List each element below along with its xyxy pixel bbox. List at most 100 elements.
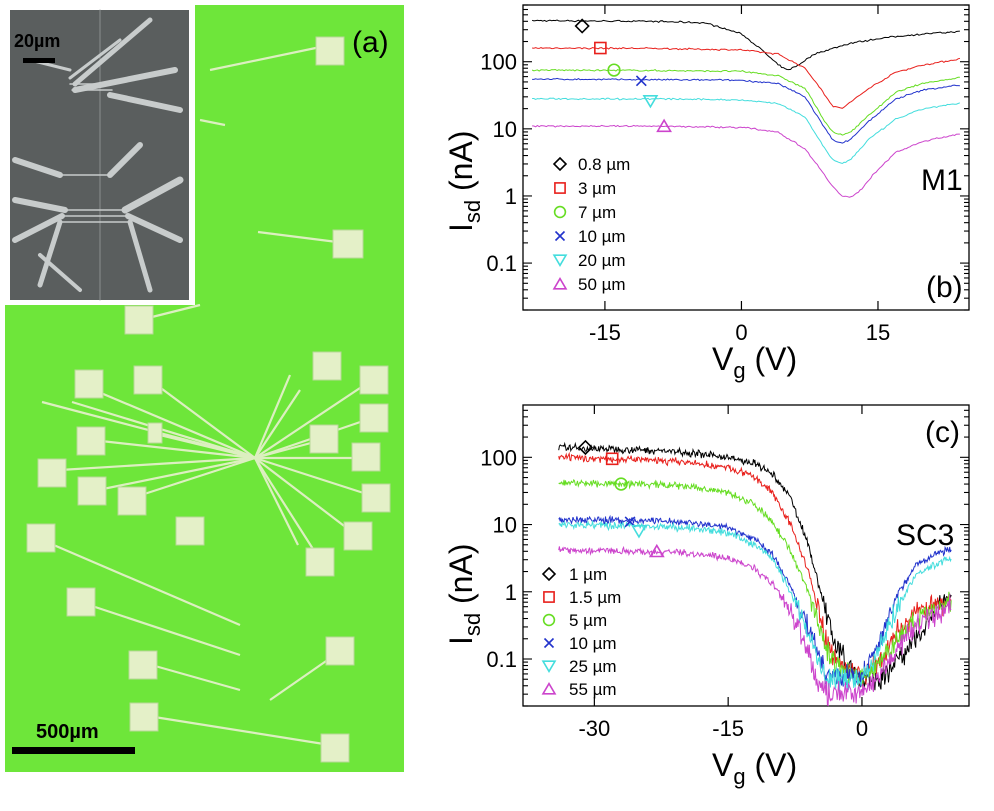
scale-bar xyxy=(12,747,135,754)
y-tick-label: 0.1 xyxy=(486,647,517,672)
x-tick-label: 0 xyxy=(735,320,747,345)
chart-c-ylabel-unit: (nA) xyxy=(443,544,479,613)
sem-electrodes xyxy=(12,9,184,301)
legend-marker xyxy=(552,254,568,267)
series-marker xyxy=(642,94,659,109)
y-tick-label: 100 xyxy=(480,50,517,75)
legend-label: 50 µm xyxy=(578,275,626,294)
chart-b-ticks: -15 0 15 0.1 1 10 100 xyxy=(480,4,969,345)
legend-marker xyxy=(554,230,566,242)
sem-scale-label: 20µm xyxy=(14,31,60,51)
x-tick-label: 0 xyxy=(856,716,868,741)
chart-c-panel-label: (c) xyxy=(925,416,960,449)
series-line xyxy=(532,46,961,109)
legend-label: 5 µm xyxy=(569,611,607,630)
bonding-pads xyxy=(26,36,391,763)
chart-b-ylabel: Isd (nA) xyxy=(443,131,485,232)
legend-label: 7 µm xyxy=(578,203,616,222)
legend-label: 3 µm xyxy=(578,179,616,198)
legend-label: 55 µm xyxy=(569,680,617,699)
chart-c-ticks: -30 -15 0 0.1 1 10 100 xyxy=(480,405,969,741)
chart-b-ylabel-main: I xyxy=(443,223,479,232)
chart-c-xlabel-sub: g xyxy=(733,764,745,789)
chart-b-xlabel-sub: g xyxy=(733,358,745,383)
series-marker xyxy=(574,18,590,34)
chart-b-ylabel-sub: sd xyxy=(460,200,485,223)
legend-label: 1 µm xyxy=(569,565,607,584)
chart-c-xlabel-unit: (V) xyxy=(746,747,798,783)
series-line xyxy=(531,68,960,136)
series-marker xyxy=(635,75,647,87)
chart-b-legend: 0.8 µm 3 µm 7 µm 10 µm 20 µm 50 µm xyxy=(552,155,630,294)
legend-marker xyxy=(552,277,568,290)
sem-scale-bar xyxy=(23,58,55,63)
series-marker xyxy=(631,525,647,539)
chart-b-xlabel: Vg (V) xyxy=(712,341,797,383)
chart-b-xlabel-main: V xyxy=(712,341,734,377)
chart-b-curves xyxy=(531,19,961,198)
legend-label: 10 µm xyxy=(578,227,626,246)
chart-c-markers xyxy=(577,439,665,558)
series-marker xyxy=(656,118,672,133)
series-line xyxy=(558,441,952,691)
legend-label: 10 µm xyxy=(569,634,617,653)
chart-c-annotation: SC3 xyxy=(896,519,954,552)
series-line xyxy=(558,514,952,688)
series-marker xyxy=(614,477,628,491)
x-tick-label: 15 xyxy=(866,320,890,345)
legend-label: 20 µm xyxy=(578,251,626,270)
legend-marker xyxy=(541,682,557,695)
legend-label: 25 µm xyxy=(569,657,617,676)
chart-b-annotation: M1 xyxy=(921,164,963,197)
legend-marker xyxy=(541,660,557,673)
series-marker xyxy=(577,439,594,456)
series-line xyxy=(558,520,952,691)
legend-marker xyxy=(543,591,555,603)
series-marker xyxy=(594,41,607,55)
sem-inset: 20µm xyxy=(5,5,195,305)
chart-b: -15 0 15 0.1 1 10 100 0.8 µm 3 µm 7 µm 10 µm 20 µm… xyxy=(443,4,970,383)
chart-c-xlabel-main: V xyxy=(712,747,734,783)
legend-marker xyxy=(552,156,568,172)
legend-marker xyxy=(543,637,555,649)
x-tick-label: -15 xyxy=(589,320,621,345)
y-tick-label: 1 xyxy=(505,184,517,209)
series-line xyxy=(558,478,952,686)
chart-c-ylabel-sub: sd xyxy=(460,613,485,636)
series-marker xyxy=(624,516,636,528)
chart-c-frame xyxy=(522,404,970,707)
y-tick-label: 10 xyxy=(493,513,517,538)
chart-b-frame xyxy=(522,4,970,311)
series-line xyxy=(532,77,960,144)
series-marker xyxy=(605,452,619,466)
panel-a-label: (a) xyxy=(352,26,389,59)
series-line xyxy=(532,97,961,165)
series-marker xyxy=(648,543,665,558)
series-line xyxy=(531,19,960,71)
y-tick-label: 100 xyxy=(480,445,517,470)
chart-c: -30 -15 0 0.1 1 10 100 1 µm 1.5 µm 5 µm 10 µm 25 µ… xyxy=(443,404,970,789)
chart-c-xlabel: Vg (V) xyxy=(712,747,797,789)
chart-c-ylabel-main: I xyxy=(443,636,479,645)
series-line xyxy=(558,545,952,707)
metal-leads xyxy=(41,43,377,747)
series-marker xyxy=(607,63,621,77)
chart-b-panel-label: (b) xyxy=(926,271,963,304)
chart-b-markers xyxy=(574,18,672,133)
chart-c-ylabel: Isd (nA) xyxy=(443,544,485,645)
legend-marker xyxy=(542,613,556,627)
series-line xyxy=(532,124,960,198)
chart-b-xlabel-unit: (V) xyxy=(746,341,798,377)
legend-label: 0.8 µm xyxy=(578,155,630,174)
scale-bar-label: 500µm xyxy=(36,721,99,743)
x-tick-label: -15 xyxy=(712,716,744,741)
legend-label: 1.5 µm xyxy=(569,588,621,607)
chart-b-ylabel-unit: (nA) xyxy=(443,131,479,200)
y-tick-label: 0.1 xyxy=(486,251,517,276)
chart-c-legend: 1 µm 1.5 µm 5 µm 10 µm 25 µm 55 µm xyxy=(541,565,621,699)
legend-marker xyxy=(554,182,566,194)
legend-marker xyxy=(541,566,557,582)
panel-a-micrograph: 20µm (a) 500µm xyxy=(5,5,404,772)
series-line xyxy=(558,451,952,688)
